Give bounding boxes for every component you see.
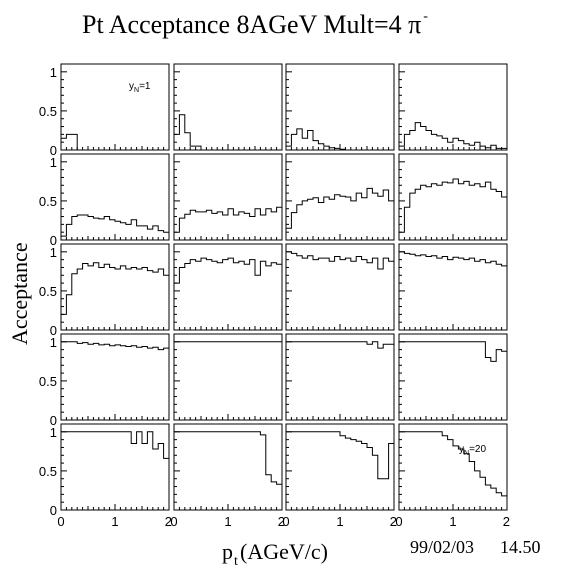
- histogram-line: [174, 431, 282, 485]
- panel-frame: [173, 243, 283, 331]
- histogram-line: [61, 214, 169, 237]
- x-tick-label: 2: [503, 514, 510, 529]
- panel-5: 00.51: [39, 153, 170, 248]
- y-tick-label: 0: [50, 503, 57, 518]
- x-axis-label: p t (AGeV/c): [222, 539, 328, 569]
- panel-19: 0 1 2: [282, 423, 397, 529]
- histogram-line: [61, 431, 169, 459]
- y-tick-label: 0: [50, 143, 57, 158]
- panel-frame: [173, 333, 283, 421]
- y-tick-label: 0: [50, 323, 57, 338]
- x-tick-label: 0: [395, 514, 402, 529]
- panel-frame: [285, 153, 395, 241]
- x-tick-label: 1: [449, 514, 456, 529]
- histogram-line: [174, 257, 282, 284]
- panel-18: 0 1 2: [170, 423, 285, 529]
- panel-frame: [398, 153, 508, 241]
- histogram-line: [286, 431, 394, 480]
- panel-6: [173, 153, 283, 241]
- x-tick-label: 2: [278, 514, 285, 529]
- histogram-line: [286, 187, 394, 229]
- panel-frame: [398, 333, 508, 421]
- y-tick-label: 0: [50, 233, 57, 248]
- panel-17: 0 0.5 1 0 1 2: [39, 423, 172, 529]
- panel-20: 0 1 2 yN=20: [395, 423, 510, 529]
- panel-16: [398, 333, 508, 421]
- x-tick-label: 1: [224, 514, 231, 529]
- panel-11: [285, 243, 395, 331]
- y-tick-label: 0.5: [39, 194, 57, 209]
- panel-1: 0 0.5 1 yN=1: [39, 63, 170, 158]
- x-tick-label: 2: [165, 514, 172, 529]
- panel-9: 00.51: [39, 243, 170, 338]
- panel-12: [398, 243, 508, 331]
- y-tick-label: 0: [50, 413, 57, 428]
- panel-2: [173, 63, 283, 151]
- x-tick-label: 1: [336, 514, 343, 529]
- title-main: Pt Acceptance 8AGeV Mult=4 π: [82, 10, 421, 39]
- histogram-line: [61, 341, 169, 351]
- y-tick-label: 0.5: [39, 464, 57, 479]
- panel-4: [398, 63, 508, 151]
- histogram-line: [399, 431, 507, 497]
- histogram-line: [286, 251, 394, 270]
- panel-8: [398, 153, 508, 241]
- histogram-line: [399, 341, 507, 362]
- panel-frame: [398, 423, 508, 511]
- histogram-line: [286, 128, 394, 151]
- histogram-line: [174, 114, 282, 151]
- x-tick-label: 1: [111, 514, 118, 529]
- y-tick-label: 0.5: [39, 284, 57, 299]
- panel-15: [285, 333, 395, 421]
- histogram-line: [399, 178, 507, 233]
- annotation-first-rapidity: yN=1: [129, 81, 151, 94]
- panel-frame: [60, 243, 170, 331]
- timestamp-time: 14.50: [500, 537, 541, 557]
- y-tick-label: 1: [50, 65, 57, 80]
- y-tick-label: 1: [50, 155, 57, 170]
- x-axis-label-base: p: [222, 539, 233, 564]
- y-tick-label: 0.5: [39, 374, 57, 389]
- panel-14: [173, 333, 283, 421]
- y-axis-label: Acceptance: [7, 242, 32, 345]
- x-tick-label: 0: [282, 514, 289, 529]
- y-tick-label: 1: [50, 335, 57, 350]
- y-tick-label: 1: [50, 245, 57, 260]
- panel-frame: [398, 63, 508, 151]
- x-tick-label: 0: [57, 514, 64, 529]
- panel-10: [173, 243, 283, 331]
- histogram-line: [399, 251, 507, 267]
- x-axis-label-units: (AGeV/c): [240, 539, 328, 564]
- panel-7: [285, 153, 395, 241]
- histogram-line: [174, 206, 282, 233]
- timestamp-date: 99/02/03: [410, 537, 474, 557]
- x-axis-label-subscript: t: [234, 554, 238, 569]
- title-superscript: -: [423, 9, 428, 24]
- histogram-line: [61, 133, 169, 151]
- x-tick-label: 0: [170, 514, 177, 529]
- y-tick-label: 1: [50, 425, 57, 440]
- histogram-line: [399, 122, 507, 149]
- y-tick-label: 0.5: [39, 104, 57, 119]
- panel-frame: [173, 153, 283, 241]
- annotation-last-rapidity: yN=20: [459, 444, 486, 457]
- panel-13: 00.51: [39, 333, 170, 428]
- panel-3: [285, 63, 395, 151]
- figure-title: Pt Acceptance 8AGeV Mult=4 π -: [82, 9, 428, 39]
- histogram-line: [61, 262, 169, 315]
- x-tick-label: 2: [390, 514, 397, 529]
- histogram-line: [286, 341, 394, 349]
